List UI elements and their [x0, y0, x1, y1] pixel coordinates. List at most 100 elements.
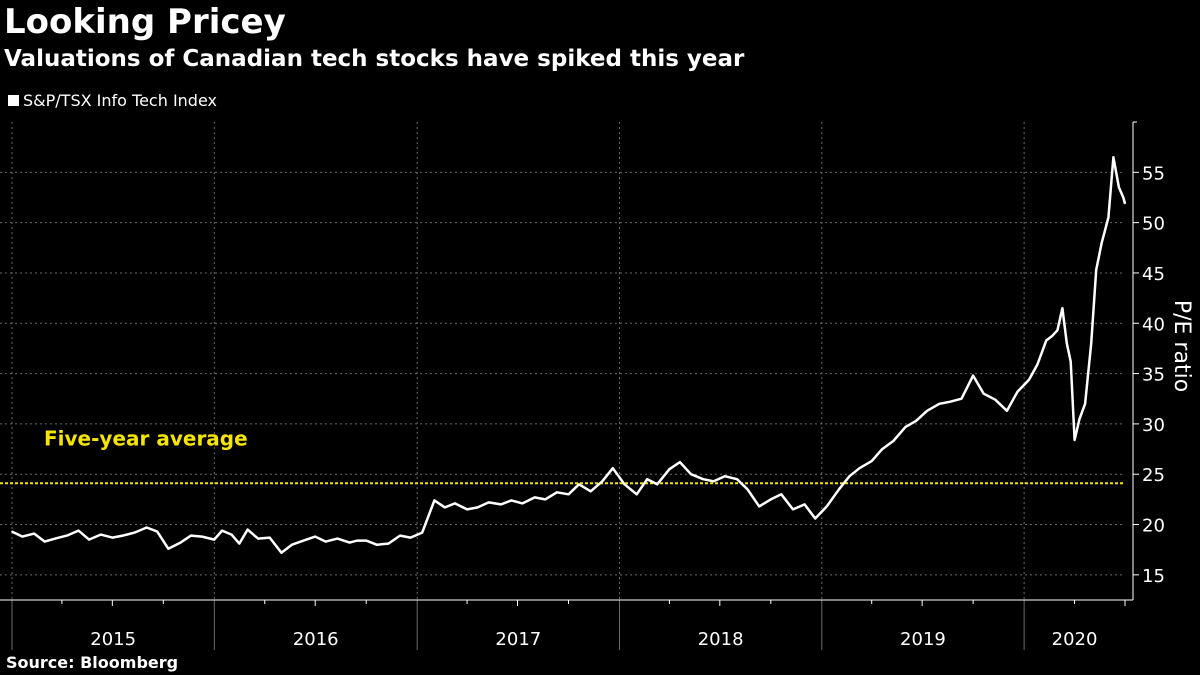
data-point	[500, 503, 502, 506]
data-point	[1124, 202, 1126, 205]
data-point	[848, 475, 851, 478]
series-line-pe-ratio	[11, 155, 1127, 554]
x-tick-label: 2018	[698, 629, 744, 650]
data-point	[221, 529, 223, 532]
y-tick-label: 40	[1142, 314, 1165, 335]
data-point	[375, 543, 378, 546]
data-point	[348, 541, 351, 544]
data-point	[246, 528, 249, 531]
data-point	[1078, 418, 1081, 420]
data-point	[601, 480, 604, 483]
data-point	[1107, 216, 1110, 219]
data-point	[179, 541, 182, 544]
reference-layer: Five-year average	[0, 426, 1125, 485]
data-point	[646, 478, 649, 481]
data-point	[454, 502, 456, 505]
data-point	[915, 420, 917, 422]
data-point	[145, 526, 148, 529]
y-tick-label: 55	[1142, 163, 1165, 184]
data-point	[88, 538, 90, 541]
data-point	[421, 531, 423, 534]
data-point	[567, 493, 570, 496]
data-point	[1100, 241, 1103, 244]
data-point	[949, 400, 951, 403]
data-point	[926, 410, 928, 412]
data-point	[825, 505, 828, 508]
chart-subtitle: Valuations of Canadian tech stocks have …	[4, 46, 745, 72]
data-point	[838, 488, 840, 491]
data-point	[994, 398, 997, 401]
data-point	[623, 483, 626, 486]
data-point	[982, 392, 985, 395]
data-point	[133, 531, 136, 534]
y-tick-label: 30	[1142, 415, 1165, 436]
data-point	[960, 397, 963, 400]
data-point	[814, 517, 816, 520]
data-point	[122, 534, 124, 537]
data-point	[736, 478, 738, 481]
data-point	[487, 501, 490, 504]
data-point	[858, 467, 861, 469]
data-point	[1122, 196, 1125, 199]
data-point	[1061, 307, 1064, 309]
data-point	[230, 533, 233, 536]
data-point	[336, 537, 339, 540]
data-point	[238, 542, 241, 545]
legend: S&P/TSX Info Tech Index	[8, 91, 217, 110]
data-point	[167, 547, 170, 550]
data-point	[365, 539, 367, 542]
data-point	[77, 529, 80, 532]
data-point	[578, 483, 580, 486]
data-point	[1006, 410, 1008, 412]
data-point	[43, 540, 46, 543]
data-point	[746, 488, 749, 491]
legend-swatch	[8, 95, 19, 106]
data-point	[466, 508, 468, 511]
y-axis-label: P/E ratio	[1169, 300, 1194, 392]
y-tick-label: 45	[1142, 264, 1165, 285]
data-point	[656, 483, 658, 486]
data-point	[1095, 269, 1097, 271]
data-point	[635, 493, 638, 496]
data-point	[1073, 439, 1076, 441]
data-point	[724, 475, 726, 478]
data-point	[679, 461, 681, 463]
data-point	[712, 480, 715, 483]
data-point	[409, 536, 412, 539]
data-point	[356, 539, 359, 542]
legend-label: S&P/TSX Info Tech Index	[23, 91, 217, 110]
data-point	[21, 535, 24, 538]
data-point	[544, 498, 547, 501]
data-point	[690, 473, 692, 476]
series-layer	[11, 155, 1127, 554]
data-point	[54, 537, 57, 540]
data-point	[803, 503, 806, 506]
data-point	[612, 467, 614, 469]
data-point	[1069, 360, 1072, 363]
y-tick-label: 25	[1142, 465, 1165, 486]
data-point	[1118, 186, 1120, 189]
data-point	[111, 536, 114, 539]
y-tick-label: 20	[1142, 516, 1165, 537]
data-point	[904, 426, 907, 428]
data-point	[314, 535, 316, 538]
data-point	[201, 535, 203, 538]
data-point	[190, 534, 192, 537]
x-tick-label: 2016	[293, 629, 339, 650]
data-point	[476, 506, 479, 509]
data-point	[770, 498, 772, 501]
x-tick-label: 2020	[1052, 629, 1098, 650]
five-year-average-label: Five-year average	[44, 426, 248, 450]
data-point	[533, 496, 536, 499]
data-point	[302, 539, 305, 542]
data-point	[291, 543, 293, 546]
data-point	[1112, 156, 1115, 159]
data-point	[213, 538, 216, 541]
data-point	[399, 534, 401, 537]
data-point	[881, 448, 884, 450]
data-point	[702, 478, 704, 481]
y-tick-label: 50	[1142, 214, 1165, 235]
y-tick-label: 35	[1142, 365, 1165, 386]
data-point	[1056, 329, 1059, 332]
